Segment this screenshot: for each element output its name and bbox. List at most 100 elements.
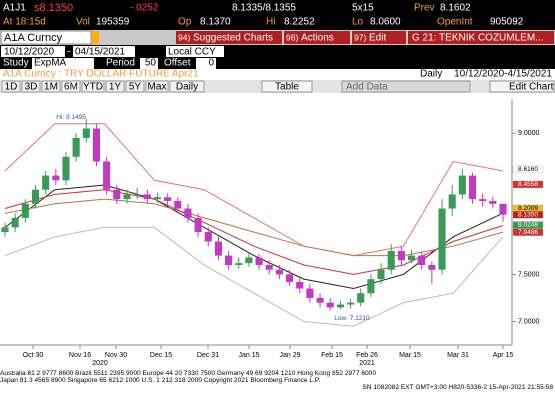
edit-chart: Edit Chart bbox=[509, 82, 554, 93]
low-label: Lo bbox=[352, 17, 364, 28]
actions-button[interactable] bbox=[284, 31, 350, 44]
period-label: YTD bbox=[83, 82, 103, 93]
period-button[interactable] bbox=[169, 80, 205, 93]
year-label: 2021 bbox=[359, 360, 375, 367]
price-tag-label: 8.6160 bbox=[518, 166, 538, 173]
period-button[interactable] bbox=[81, 80, 105, 93]
candle-body bbox=[72, 137, 80, 157]
overlay-line bbox=[4, 226, 504, 327]
candle-body bbox=[397, 250, 405, 261]
candle-body bbox=[428, 265, 436, 270]
candle-body bbox=[225, 255, 233, 265]
candle-body bbox=[42, 175, 50, 190]
period-button[interactable] bbox=[21, 80, 41, 93]
candle-body bbox=[214, 241, 222, 256]
currency: Local CCY bbox=[168, 47, 216, 58]
frequency: Daily bbox=[420, 69, 442, 80]
candle-body bbox=[316, 297, 324, 303]
vol-label: Vol bbox=[76, 17, 90, 28]
period-field[interactable] bbox=[140, 58, 158, 69]
table: Table bbox=[275, 82, 299, 93]
candle-body bbox=[62, 156, 70, 181]
field-marker bbox=[92, 31, 99, 44]
candle-body bbox=[418, 255, 426, 265]
suggested-button[interactable] bbox=[176, 31, 282, 44]
price-tag bbox=[512, 180, 544, 189]
study-field[interactable] bbox=[32, 58, 94, 69]
y-tick-label: 9.0000 bbox=[518, 130, 540, 137]
candle-body bbox=[499, 203, 507, 215]
open: 8.1370 bbox=[200, 17, 231, 28]
tab-button[interactable] bbox=[408, 31, 554, 44]
x-tick-label: Mar 31 bbox=[447, 352, 469, 359]
period-label: 1M bbox=[44, 82, 58, 93]
vol: 195359 bbox=[96, 17, 130, 28]
candle-body bbox=[296, 281, 304, 289]
high-label: Hi bbox=[266, 17, 275, 28]
subtitle-bar bbox=[0, 69, 555, 80]
candle-body bbox=[306, 288, 314, 298]
candle-body bbox=[479, 199, 487, 201]
candle-body bbox=[377, 269, 385, 280]
price-tag bbox=[512, 228, 544, 236]
add-data: Add Data bbox=[346, 82, 388, 93]
price-tag-label: 8.2009 bbox=[518, 205, 538, 212]
candle-body bbox=[346, 302, 355, 305]
last-price: s8.1350 bbox=[34, 2, 73, 14]
candle-body bbox=[153, 197, 162, 200]
time: At 18:15d bbox=[3, 17, 46, 28]
start-field[interactable] bbox=[1, 46, 65, 57]
candle-body bbox=[52, 175, 60, 181]
x-tick-label: Mar 15 bbox=[399, 352, 421, 359]
period-button[interactable] bbox=[61, 80, 81, 93]
period-button[interactable] bbox=[145, 80, 169, 93]
candle-body bbox=[21, 203, 29, 218]
footer-line: Japan 81 3 4565 8900 Singapore 65 6212 1… bbox=[0, 377, 320, 384]
candle-body bbox=[458, 175, 466, 195]
bid-ask: 8.1335/8.1355 bbox=[232, 3, 296, 14]
period-button[interactable] bbox=[105, 80, 125, 93]
price-tag bbox=[512, 165, 544, 174]
edit-button[interactable] bbox=[352, 31, 406, 44]
price-tag-label: 7.9486 bbox=[518, 229, 538, 236]
candle-body bbox=[133, 194, 141, 196]
candle-body bbox=[387, 250, 395, 270]
candle-body bbox=[326, 302, 334, 308]
year-label: 2020 bbox=[92, 360, 108, 367]
period-button[interactable] bbox=[125, 80, 145, 93]
x-tick-label: Feb 15 bbox=[321, 352, 343, 359]
period-label: 6M bbox=[64, 82, 78, 93]
offset-label: Offset bbox=[164, 58, 191, 69]
edit: Edit bbox=[369, 33, 386, 44]
actions-num: 98) bbox=[286, 32, 298, 42]
end-field[interactable] bbox=[73, 46, 135, 57]
x-tick-label: Dec 15 bbox=[150, 352, 172, 359]
suggested-num: 94) bbox=[178, 32, 190, 42]
plot: 7.0000 7.5000 9.0000 Hi: 9.1495 Low: 7.1210 8… bbox=[1, 114, 544, 367]
period-button[interactable] bbox=[41, 80, 61, 93]
candle-body bbox=[123, 194, 131, 200]
footer-line: Australia 61 2 9777 8600 Brazil 5511 239… bbox=[0, 370, 376, 377]
currency-field[interactable] bbox=[166, 46, 224, 57]
candle-body bbox=[92, 128, 101, 162]
table-button[interactable] bbox=[261, 80, 313, 93]
candle-body bbox=[1, 227, 9, 233]
period-button[interactable] bbox=[1, 80, 21, 93]
price-tag-label: 8.4558 bbox=[518, 181, 538, 188]
candle-body bbox=[255, 257, 263, 265]
period: 50 bbox=[145, 58, 157, 69]
offset-field[interactable] bbox=[196, 58, 216, 69]
candle-body bbox=[367, 279, 375, 294]
prev-label: Prev bbox=[414, 3, 435, 14]
add-data-field[interactable] bbox=[341, 80, 471, 93]
period-label: Daily bbox=[176, 82, 198, 93]
security-field[interactable] bbox=[0, 30, 92, 45]
candle-body bbox=[336, 304, 344, 308]
size: 5x15 bbox=[352, 3, 374, 14]
x-tick-label: Oct 30 bbox=[23, 352, 44, 359]
candle-body bbox=[11, 217, 19, 228]
prev: 8.1602 bbox=[440, 3, 471, 14]
edit-chart-button[interactable] bbox=[489, 80, 555, 93]
x-tick-label: Jan 29 bbox=[279, 352, 300, 359]
